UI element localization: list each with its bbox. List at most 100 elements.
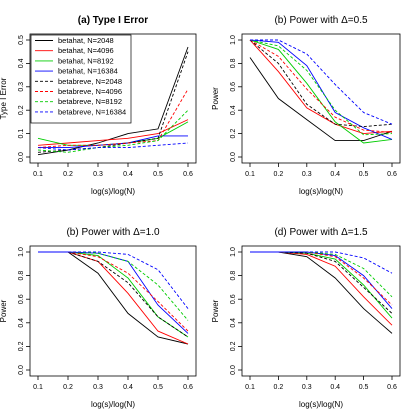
series-line-6 <box>37 109 189 153</box>
series-line-7 <box>250 39 393 125</box>
series-line-2 <box>249 39 393 144</box>
x-tick-label: 0.6 <box>183 171 193 178</box>
y-axis-label: Power <box>211 87 220 110</box>
y-tick-label: 0.4 <box>230 105 237 115</box>
y-tick-label: 0.8 <box>230 58 237 68</box>
legend <box>30 34 132 124</box>
legend-entry: betabreve, N=4096 <box>58 87 122 96</box>
y-tick-label: 1.0 <box>230 35 237 45</box>
x-tick-label: 0.1 <box>33 384 43 391</box>
legend-entry: betabreve, N=16384 <box>58 107 126 116</box>
x-tick-label: 0.5 <box>359 384 369 391</box>
x-tick-label: 0.4 <box>123 171 133 178</box>
y-tick-label: 1.0 <box>18 247 25 257</box>
series-line-5 <box>249 39 393 133</box>
series-line-5 <box>250 251 393 306</box>
series-line-0 <box>249 57 393 142</box>
y-tick-label: 0.8 <box>230 271 237 281</box>
x-tick-label: 0.4 <box>330 171 340 178</box>
y-axis-label: Power <box>0 299 8 322</box>
series-line-6 <box>250 251 393 298</box>
panel-power-delta-1-0: (b) Power with Δ=1.0 0.1 0.2 0.3 0.4 0.5 0.6 0.… <box>0 227 197 409</box>
y-tick-label: 0.0 <box>18 365 25 375</box>
y-tick-label: 0.1 <box>18 129 25 139</box>
x-tick-label: 0.1 <box>245 171 255 178</box>
y-axis-label: Type I Error <box>0 77 8 119</box>
series-line-4 <box>250 251 393 314</box>
series-line-7 <box>38 251 189 309</box>
y-tick-label: 0.0 <box>18 152 25 162</box>
series-line-7 <box>250 251 393 274</box>
legend-entry: betahat, N=2048 <box>58 36 114 45</box>
plot-frame <box>29 245 197 377</box>
series-line-5 <box>37 88 189 149</box>
x-tick-label: 0.5 <box>153 384 163 391</box>
y-tick-label: 0.4 <box>18 318 25 328</box>
chart-title: (a) Type I Error <box>78 15 148 26</box>
x-axis-label: log(s)/log(N) <box>91 400 135 409</box>
chart-title: (d) Power with Δ=1.5 <box>274 227 368 238</box>
x-tick-label: 0.5 <box>153 171 163 178</box>
y-tick-label: 0.2 <box>18 341 25 351</box>
y-tick-label: 0.6 <box>230 294 237 304</box>
x-tick-label: 0.3 <box>93 384 103 391</box>
y-tick-label: 0.4 <box>230 318 237 328</box>
y-tick-label: 0.6 <box>230 82 237 92</box>
x-tick-label: 0.3 <box>93 171 103 178</box>
legend-entry: betahat, N=4096 <box>58 46 114 55</box>
plot-frame <box>241 33 401 164</box>
chart-title: (b) Power with Δ=0.5 <box>274 15 368 26</box>
plot-frame <box>29 33 197 164</box>
legend-entry: betahat, N=16384 <box>58 67 118 76</box>
y-tick-label: 0.8 <box>18 271 25 281</box>
series-line-3 <box>250 251 393 309</box>
y-tick-label: 0.2 <box>230 341 237 351</box>
panel-power-delta-1-5: (d) Power with Δ=1.5 0.1 0.2 0.3 0.4 0.5 0.6 0.… <box>211 227 401 409</box>
y-tick-label: 0.2 <box>18 105 25 115</box>
panel-type-i-error: (a) Type I Error 0.1 0.2 0.3 0.4 0.5 0.6 0.0 0.1… <box>0 15 197 196</box>
series-line-5 <box>38 251 189 332</box>
x-tick-label: 0.5 <box>359 171 369 178</box>
series-line-3 <box>249 39 393 140</box>
y-tick-label: 0.6 <box>18 294 25 304</box>
series-line-7 <box>37 142 189 151</box>
y-tick-label: 0.3 <box>18 82 25 92</box>
x-tick-label: 0.2 <box>63 384 73 391</box>
x-tick-label: 0.6 <box>387 171 397 178</box>
y-axis-label: Power <box>211 299 220 322</box>
y-tick-label: 1.0 <box>230 247 237 257</box>
x-axis-label: log(s)/log(N) <box>299 400 343 409</box>
y-tick-label: 0.2 <box>230 129 237 139</box>
x-axis-label: log(s)/log(N) <box>91 187 135 196</box>
plot-frame <box>241 245 401 377</box>
series-line-6 <box>249 39 393 136</box>
x-tick-label: 0.3 <box>302 384 312 391</box>
x-tick-label: 0.6 <box>387 384 397 391</box>
legend-entry: betabreve, N=8192 <box>58 97 122 106</box>
x-tick-label: 0.6 <box>183 384 193 391</box>
series-line-4 <box>37 51 189 153</box>
legend-entry: betabreve, N=2048 <box>58 77 122 86</box>
x-tick-label: 0.1 <box>33 171 43 178</box>
legend-entry: betahat, N=8192 <box>58 56 114 65</box>
x-tick-label: 0.4 <box>123 384 133 391</box>
x-tick-label: 0.2 <box>63 171 73 178</box>
series-line-1 <box>38 251 189 345</box>
x-axis-label: log(s)/log(N) <box>299 187 343 196</box>
series-line-0 <box>38 251 189 345</box>
x-tick-label: 0.1 <box>245 384 255 391</box>
x-tick-label: 0.2 <box>274 384 284 391</box>
series-line-4 <box>249 39 393 128</box>
panel-power-delta-0-5: (b) Power with Δ=0.5 0.1 0.2 0.3 0.4 0.5 0.6 0.… <box>211 15 401 196</box>
x-tick-label: 0.3 <box>302 171 312 178</box>
series-line-6 <box>38 251 189 321</box>
y-tick-label: 0.5 <box>18 35 25 45</box>
y-tick-label: 0.0 <box>230 152 237 162</box>
y-tick-label: 0.0 <box>230 365 237 375</box>
chart-title: (b) Power with Δ=1.0 <box>66 227 160 238</box>
x-tick-label: 0.4 <box>330 384 340 391</box>
x-tick-label: 0.2 <box>274 171 284 178</box>
series-line-1 <box>249 39 393 135</box>
y-tick-label: 0.4 <box>18 58 25 68</box>
